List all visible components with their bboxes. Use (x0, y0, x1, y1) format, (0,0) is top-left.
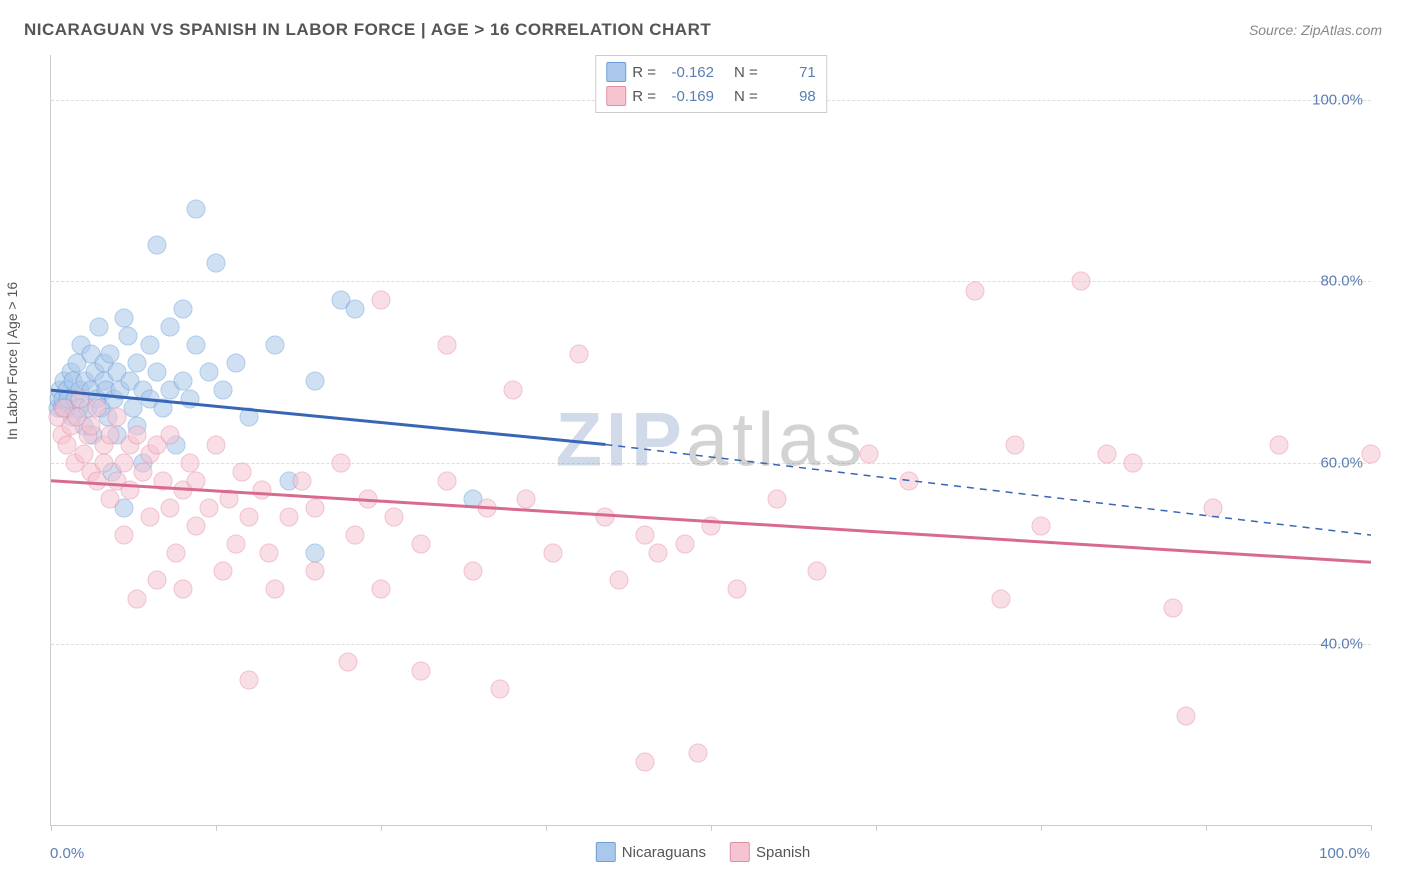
y-axis-label: In Labor Force | Age > 16 (4, 282, 20, 440)
x-tick (1041, 825, 1042, 831)
legend-n-label: N = (734, 88, 758, 105)
plot-area: ZIPatlas R = -0.162 N = 71 R = -0.169 N … (50, 55, 1371, 826)
legend-n-label: N = (734, 64, 758, 81)
trend-line (51, 481, 1371, 563)
chart-title: NICARAGUAN VS SPANISH IN LABOR FORCE | A… (24, 20, 711, 40)
x-tick (1206, 825, 1207, 831)
legend-n-value-a: 71 (764, 64, 816, 81)
legend-swatch-spanish (606, 86, 626, 106)
legend-r-value-a: -0.162 (662, 64, 714, 81)
x-tick (381, 825, 382, 831)
legend-stats-row: R = -0.162 N = 71 (606, 60, 816, 84)
legend-item-nicaraguans: Nicaraguans (596, 842, 706, 862)
x-tick (546, 825, 547, 831)
trend-line (51, 390, 605, 444)
legend-r-label: R = (632, 88, 656, 105)
trend-lines (51, 55, 1371, 825)
legend-label-spanish: Spanish (756, 844, 810, 861)
x-tick (51, 825, 52, 831)
x-axis-min-label: 0.0% (50, 845, 84, 862)
x-tick (711, 825, 712, 831)
legend-item-spanish: Spanish (730, 842, 810, 862)
x-axis-max-label: 100.0% (1319, 845, 1370, 862)
x-tick (1371, 825, 1372, 831)
chart-header: NICARAGUAN VS SPANISH IN LABOR FORCE | A… (24, 20, 1382, 40)
legend-n-value-b: 98 (764, 88, 816, 105)
legend-r-label: R = (632, 64, 656, 81)
legend-r-value-b: -0.169 (662, 88, 714, 105)
x-tick (216, 825, 217, 831)
legend-swatch-nicaraguans (606, 62, 626, 82)
legend-swatch-nicaraguans (596, 842, 616, 862)
chart-source: Source: ZipAtlas.com (1249, 22, 1382, 38)
legend-label-nicaraguans: Nicaraguans (622, 844, 706, 861)
legend-stats: R = -0.162 N = 71 R = -0.169 N = 98 (595, 55, 827, 113)
legend-swatch-spanish (730, 842, 750, 862)
x-tick (876, 825, 877, 831)
legend-series: Nicaraguans Spanish (596, 842, 810, 862)
legend-stats-row: R = -0.169 N = 98 (606, 84, 816, 108)
